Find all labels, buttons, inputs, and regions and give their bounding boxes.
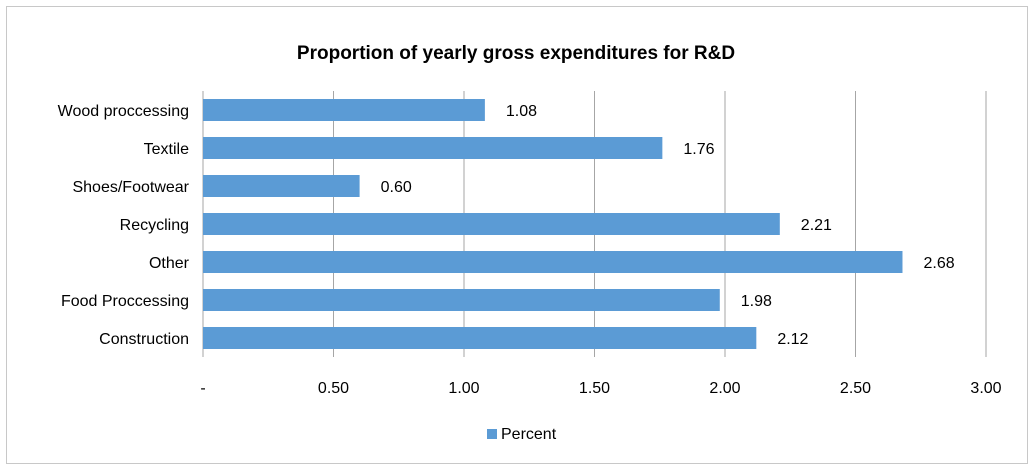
category-labels: Wood proccessing Textile Shoes/Footwear Rec…	[58, 103, 190, 348]
bar-0	[203, 99, 485, 121]
category-label-0: Wood proccessing	[58, 103, 189, 120]
data-label-3: 2.21	[801, 217, 832, 234]
bar-6	[203, 327, 757, 349]
x-tick-label-3: 1.50	[579, 380, 610, 397]
bar-chart: Proportion of yearly gross expenditures …	[58, 43, 1002, 443]
category-label-1: Textile	[144, 141, 189, 158]
chart-area: Proportion of yearly gross expenditures …	[6, 6, 1028, 464]
x-tick-label-4: 2.00	[709, 380, 740, 397]
legend: Percent	[487, 426, 557, 443]
bar-1	[203, 137, 663, 159]
data-label-0: 1.08	[506, 103, 537, 120]
x-tick-label-2: 1.00	[448, 380, 479, 397]
chart-title: Proportion of yearly gross expenditures …	[297, 43, 735, 64]
category-label-2: Shoes/Footwear	[72, 179, 189, 196]
legend-label-percent: Percent	[501, 426, 557, 443]
category-label-4: Other	[149, 255, 190, 272]
bar-5	[203, 289, 720, 311]
bar-3	[203, 213, 780, 235]
data-label-5: 1.98	[741, 293, 772, 310]
legend-swatch-percent	[487, 429, 497, 439]
category-label-3: Recycling	[120, 217, 189, 234]
category-label-5: Food Proccessing	[61, 293, 189, 310]
x-axis-tick-labels: - 0.50 1.00 1.50 2.00 2.50 3.00	[200, 380, 1001, 397]
data-label-2: 0.60	[381, 179, 412, 196]
bar-2	[203, 175, 360, 197]
category-label-6: Construction	[99, 331, 189, 348]
x-tick-label-5: 2.50	[840, 380, 871, 397]
x-tick-label-1: 0.50	[318, 380, 349, 397]
data-label-6: 2.12	[777, 331, 808, 348]
data-label-1: 1.76	[683, 141, 714, 158]
x-tick-label-0: -	[200, 380, 205, 397]
data-label-4: 2.68	[923, 255, 954, 272]
data-labels: 1.08 1.76 0.60 2.21 2.68 1.98 2.12	[381, 103, 955, 348]
x-tick-label-6: 3.00	[970, 380, 1001, 397]
bars	[203, 99, 903, 349]
bar-4	[203, 251, 903, 273]
